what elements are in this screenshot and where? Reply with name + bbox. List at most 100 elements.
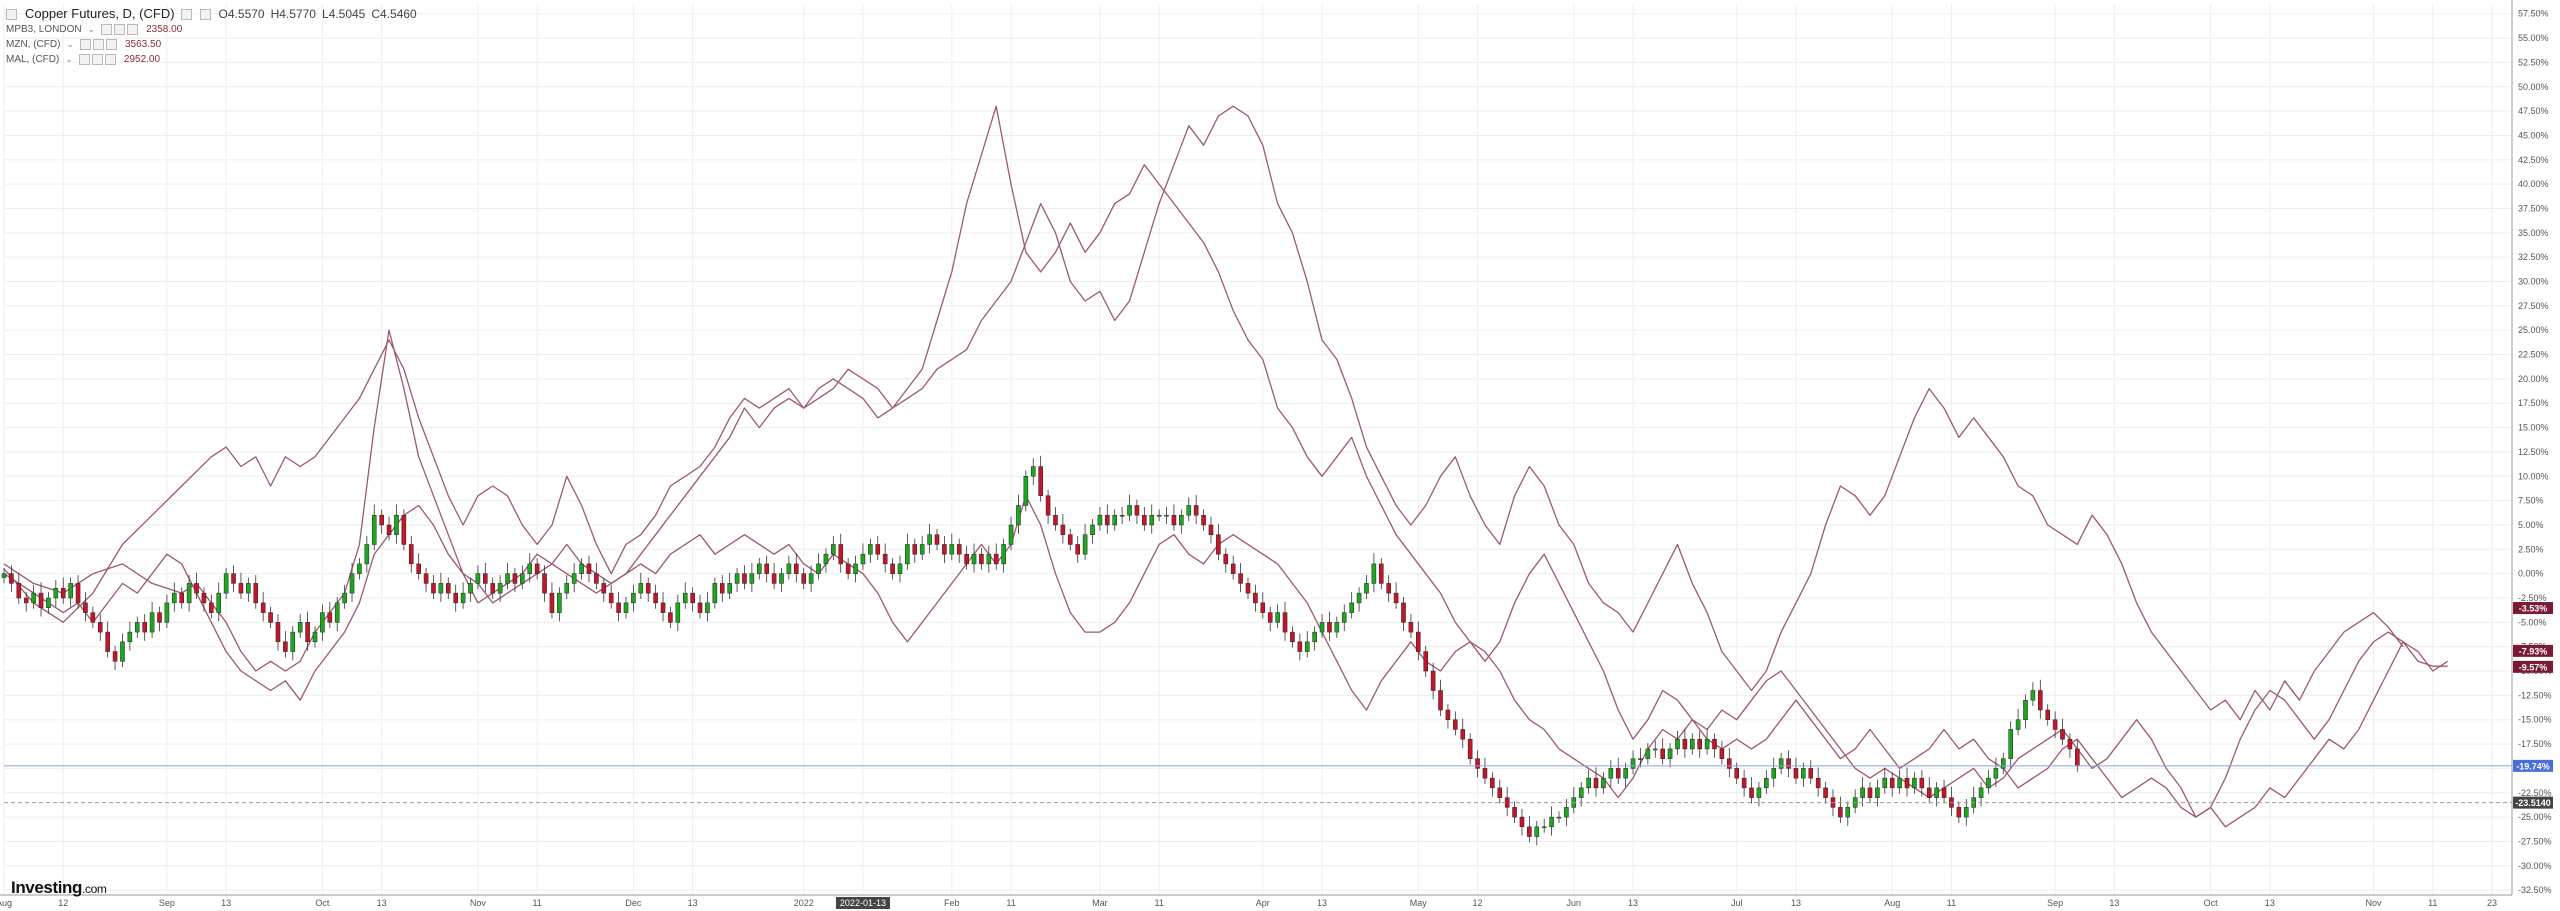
candle-body <box>1993 768 1999 779</box>
close-icon[interactable] <box>127 23 139 35</box>
overlay-legend-row: MAL, (CFD) ⌄ 2952.00 <box>6 52 417 67</box>
candle-body <box>401 514 407 545</box>
candle-body <box>705 602 710 613</box>
candle-body <box>1963 807 1969 818</box>
y-tick-label: 15.00% <box>2518 423 2549 433</box>
value-tag <box>2513 644 2553 657</box>
y-tick-label: -22.50% <box>2518 788 2552 798</box>
candle-body <box>1912 777 1917 789</box>
close-icon[interactable] <box>104 53 116 65</box>
investing-logo[interactable]: Investing.com <box>11 878 107 898</box>
candle-body <box>1586 777 1591 789</box>
y-tick-label: 27.50% <box>2518 301 2549 311</box>
candle-body <box>1615 768 1621 779</box>
candle-body <box>1016 505 1021 526</box>
candle-body <box>283 641 288 652</box>
series-line-mzn-cfd- <box>3 105 2448 828</box>
candle-body <box>594 573 599 584</box>
candle-body <box>786 563 792 574</box>
candle-body <box>756 563 762 574</box>
candle-body <box>1067 534 1073 545</box>
x-tick-label: Sep <box>2047 898 2063 908</box>
candle-body <box>1008 524 1014 545</box>
chevron-down-icon[interactable]: ⌄ <box>87 24 96 34</box>
candle-body <box>312 631 318 643</box>
settings-icon[interactable] <box>180 8 192 20</box>
candle-body <box>890 563 895 574</box>
chevron-down-icon[interactable]: ⌄ <box>65 54 73 64</box>
settings-icon[interactable] <box>78 53 90 65</box>
x-tick-label: 12 <box>58 898 68 908</box>
candle-body <box>1179 514 1184 526</box>
x-tick-label: 13 <box>377 898 387 908</box>
ohlc-open: O4.5570 <box>218 7 265 21</box>
candle-body <box>2000 758 2006 769</box>
candle-body <box>164 602 170 623</box>
series-line-mal-cfd- <box>3 495 2448 818</box>
y-tick-label: -27.50% <box>2518 836 2552 846</box>
candle-body <box>586 563 592 574</box>
y-tick-label: 45.00% <box>2518 130 2549 140</box>
candle-body <box>1275 612 1280 623</box>
chevron-down-icon[interactable]: ⌄ <box>66 39 74 49</box>
candle-body <box>483 573 488 584</box>
close-icon[interactable] <box>105 38 117 50</box>
y-tick-label: 47.50% <box>2518 106 2549 116</box>
candle-body <box>1430 670 1436 691</box>
value-tag-label: -3.53% <box>2519 604 2548 614</box>
y-tick-label: 25.00% <box>2518 325 2549 335</box>
candle-body <box>172 592 177 604</box>
candle-body <box>1956 807 1962 818</box>
candle-body <box>216 592 222 613</box>
x-tick-label: 13 <box>1317 898 1327 908</box>
candle-body <box>1230 563 1236 574</box>
candle-body <box>697 602 703 613</box>
y-tick-label: 30.00% <box>2518 277 2549 287</box>
x-tick-label: 13 <box>1628 898 1638 908</box>
candle-body <box>1445 709 1451 720</box>
candle-body <box>1045 495 1051 516</box>
candle-body <box>1082 534 1088 555</box>
candle-body <box>601 583 607 594</box>
y-tick-label: -30.00% <box>2518 861 2552 871</box>
candle-body <box>1482 768 1488 779</box>
x-tick-highlight <box>835 897 890 909</box>
main-series-title: Copper Futures, D, (CFD) <box>25 6 175 21</box>
candle-body <box>1934 787 1939 798</box>
candle-body <box>1053 514 1058 526</box>
candle-body <box>431 583 436 594</box>
hide-icon[interactable] <box>91 53 103 65</box>
candle-body <box>1786 758 1791 769</box>
candle-body <box>1593 777 1599 789</box>
candle-body <box>1978 787 1984 798</box>
candle-body <box>1319 622 1325 633</box>
x-tick-label: 13 <box>1791 898 1801 908</box>
candle-body <box>1401 602 1406 623</box>
candle-body <box>408 544 414 565</box>
candle-body <box>75 583 81 604</box>
settings-icon[interactable] <box>101 23 113 35</box>
x-tick-label: 13 <box>2265 898 2275 908</box>
candle-body <box>690 592 695 604</box>
candle-body <box>2052 719 2058 730</box>
candle-body <box>675 602 681 623</box>
candle-body <box>1245 583 1251 594</box>
candle-body <box>557 592 562 613</box>
candle-body <box>1749 787 1754 798</box>
hide-icon[interactable] <box>92 38 104 50</box>
hide-icon[interactable] <box>199 8 211 20</box>
brand-suffix: .com <box>82 882 107 896</box>
collapse-icon[interactable] <box>6 8 17 20</box>
candle-body <box>320 612 325 633</box>
value-tag <box>2513 660 2553 673</box>
candle-body <box>771 573 777 584</box>
candle-body <box>349 573 355 594</box>
overlay-legend-row: MPB3, LONDON ⌄ 2358.00 <box>6 22 417 37</box>
settings-icon[interactable] <box>79 38 91 50</box>
hide-icon[interactable] <box>114 23 126 35</box>
candle-body <box>1727 758 1732 769</box>
candle-body <box>1393 592 1399 604</box>
candle-body <box>253 583 259 604</box>
candle-body <box>1193 505 1199 516</box>
